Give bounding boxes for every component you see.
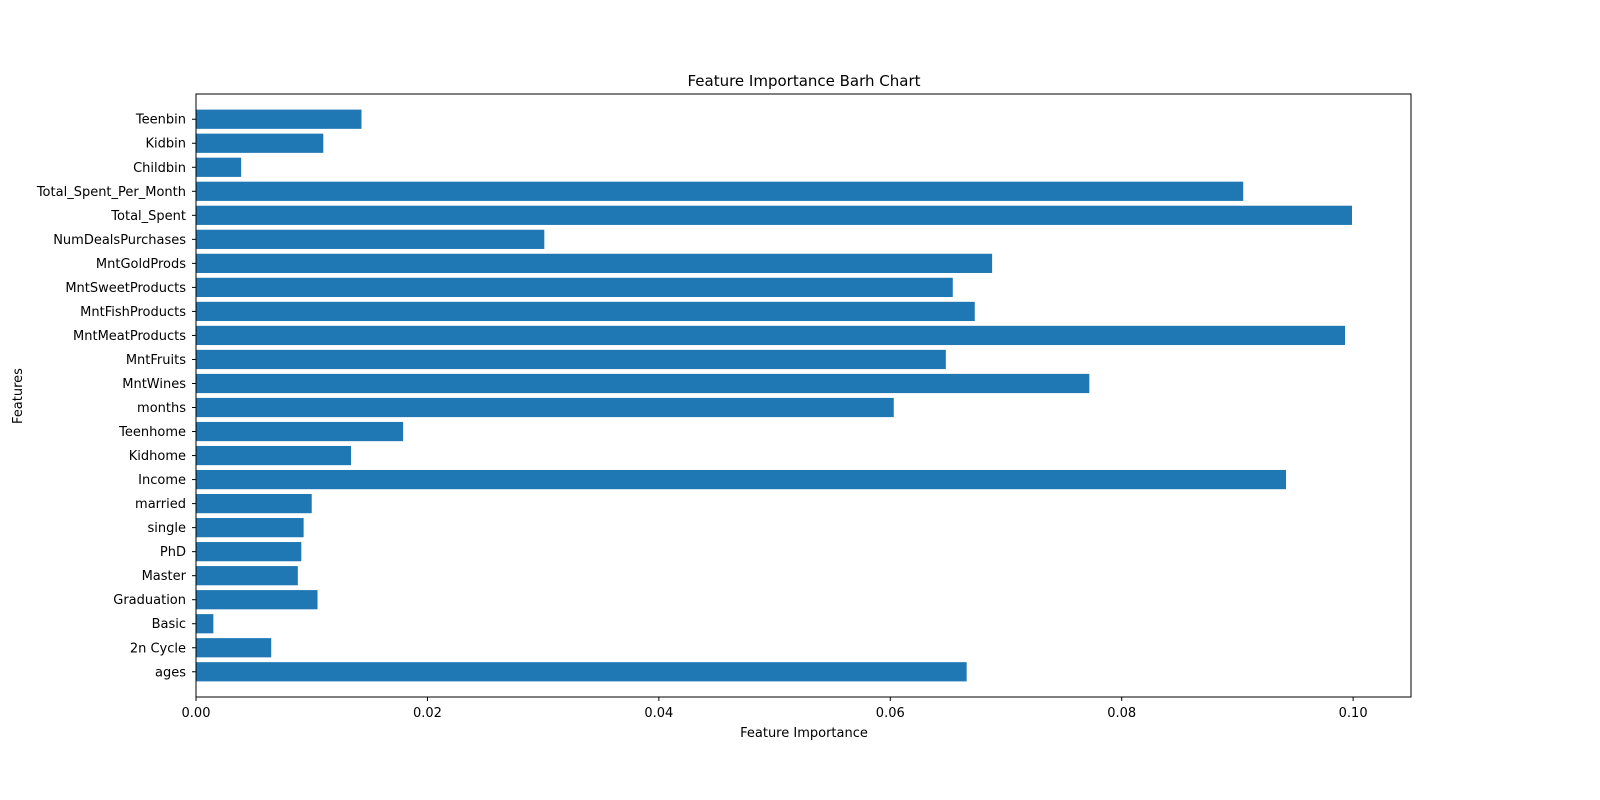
y-tick-label: Teenbin	[135, 113, 186, 128]
y-tick-label: married	[135, 497, 186, 512]
y-tick-label: MntMeatProducts	[73, 329, 186, 344]
bar-mntgoldprods	[196, 253, 993, 273]
y-tick-label: MntWines	[122, 377, 186, 392]
y-tick-label: MntGoldProds	[96, 257, 186, 272]
y-tick-label: months	[137, 401, 186, 416]
bar-childbin	[196, 157, 242, 177]
y-tick-label: MntSweetProducts	[65, 281, 186, 296]
y-tick-label: Master	[142, 569, 187, 584]
y-axis-ticks: ages 2n Cycle Basic Graduation Master PhD sing…	[36, 113, 196, 680]
bar-master	[196, 566, 298, 586]
y-axis-label: Features	[11, 368, 26, 424]
y-tick-label: Childbin	[133, 161, 186, 176]
y-tick-label: Graduation	[113, 593, 186, 608]
x-tick-label: 0.02	[413, 706, 442, 721]
y-tick-label: MntFruits	[126, 353, 186, 368]
bar-2n-cycle	[196, 638, 272, 658]
x-tick-label: 0.06	[876, 706, 905, 721]
bar-kidbin	[196, 133, 324, 153]
bar-mntsweetproducts	[196, 277, 953, 298]
x-axis-label: Feature Importance	[740, 726, 868, 741]
y-tick-label: Basic	[152, 617, 186, 632]
x-tick-label: 0.00	[182, 706, 211, 721]
y-tick-label: NumDealsPurchases	[53, 233, 186, 248]
bar-mntfruits	[196, 349, 946, 370]
y-tick-label: Kidhome	[129, 449, 186, 464]
bar-teenhome	[196, 421, 404, 442]
bar-numdealspurchases	[196, 229, 545, 249]
bar-mntfishproducts	[196, 301, 975, 322]
bar-total-spent-per-month	[196, 181, 1244, 201]
y-tick-label: PhD	[160, 545, 186, 560]
bar-ages	[196, 662, 967, 682]
y-tick-label: 2n Cycle	[130, 641, 186, 656]
x-tick-label: 0.08	[1107, 706, 1136, 721]
bar-graduation	[196, 590, 318, 610]
bar-kidhome	[196, 445, 352, 466]
y-tick-label: ages	[155, 665, 186, 680]
y-tick-label: Teenhome	[118, 425, 186, 440]
y-tick-label: Total_Spent_Per_Month	[36, 185, 186, 200]
bar-income	[196, 469, 1287, 490]
y-tick-label: Total_Spent	[110, 209, 186, 224]
bar-mntwines	[196, 373, 1090, 394]
y-tick-label: Income	[138, 473, 186, 488]
bar-months	[196, 397, 894, 418]
bar-single	[196, 518, 304, 538]
bar-married	[196, 493, 312, 514]
bar-mntmeatproducts	[196, 325, 1346, 346]
y-tick-label: MntFishProducts	[80, 305, 186, 320]
bar-phd	[196, 542, 302, 562]
x-axis-ticks: 0.00 0.02 0.04 0.06 0.08 0.10	[182, 697, 1368, 721]
y-tick-label: single	[148, 521, 187, 536]
x-tick-label: 0.04	[644, 706, 673, 721]
bar-total-spent	[196, 205, 1352, 225]
bars-group	[196, 109, 1352, 682]
y-tick-label: Kidbin	[146, 137, 187, 152]
plot-frame	[195, 93, 1412, 698]
chart-title: Feature Importance Barh Chart	[687, 72, 920, 90]
x-tick-label: 0.10	[1339, 706, 1368, 721]
bar-teenbin	[196, 109, 362, 129]
bar-basic	[196, 614, 214, 634]
